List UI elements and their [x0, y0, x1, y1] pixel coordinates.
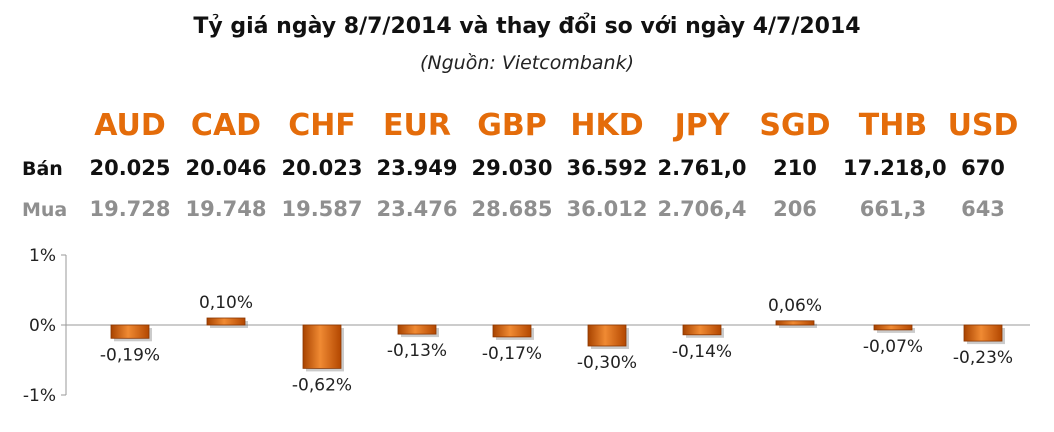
currency-buy-thb: 661,3 [859, 197, 927, 221]
data-label-jpy: -0,14% [672, 342, 732, 362]
y-tick-label: 0% [29, 316, 56, 336]
currency-code-eur: EUR [383, 108, 451, 143]
bar-hkd [587, 324, 627, 347]
currency-sell-sgd: 210 [773, 156, 817, 180]
data-label-aud: -0,19% [100, 345, 160, 365]
currency-code-sgd: SGD [759, 108, 831, 143]
y-tick-label: 1% [29, 246, 56, 266]
bar-aud [110, 324, 150, 339]
bar-thb [873, 324, 913, 331]
currency-sell-eur: 23.949 [376, 156, 458, 180]
currency-sell-hkd: 36.592 [566, 156, 648, 180]
currency-sell-thb: 17.218,0 [843, 156, 947, 180]
data-label-usd: -0,23% [953, 348, 1013, 368]
data-label-chf: -0,62% [292, 375, 352, 395]
bar-shadow [877, 328, 915, 333]
bar-jpy [682, 324, 722, 336]
currency-buy-gbp: 28.685 [471, 197, 553, 221]
currency-buy-chf: 19.587 [281, 197, 363, 221]
bar-usd [963, 324, 1003, 342]
bar-gbp [492, 324, 532, 338]
currency-sell-cad: 20.046 [185, 156, 267, 180]
currency-code-gbp: GBP [477, 108, 547, 143]
bar-chf [302, 324, 342, 369]
sell-row-label: Bán [22, 158, 63, 180]
currency-code-hkd: HKD [570, 108, 644, 143]
y-tick-label: -1% [23, 386, 56, 406]
bar-cad [206, 317, 246, 326]
currency-code-thb: THB [858, 108, 928, 143]
currency-buy-hkd: 36.012 [566, 197, 648, 221]
currency-code-chf: CHF [288, 108, 356, 143]
currency-buy-aud: 19.728 [89, 197, 171, 221]
data-label-cad: 0,10% [199, 293, 253, 313]
data-label-hkd: -0,30% [577, 353, 637, 373]
currency-buy-cad: 19.748 [185, 197, 267, 221]
currency-sell-gbp: 29.030 [471, 156, 553, 180]
currency-code-cad: CAD [190, 108, 262, 143]
data-label-thb: -0,07% [863, 337, 923, 357]
currency-sell-usd: 670 [961, 156, 1005, 180]
currency-code-usd: USD [947, 108, 1019, 143]
data-label-eur: -0,13% [387, 341, 447, 361]
currency-sell-chf: 20.023 [281, 156, 363, 180]
currency-code-jpy: JPY [674, 108, 730, 143]
currency-buy-sgd: 206 [773, 197, 817, 221]
currency-buy-eur: 23.476 [376, 197, 458, 221]
currency-buy-jpy: 2.706,4 [657, 197, 747, 221]
buy-row-label: Mua [22, 199, 68, 221]
data-label-sgd: 0,06% [768, 296, 822, 316]
data-label-gbp: -0,17% [482, 344, 542, 364]
bar-sgd [775, 320, 815, 326]
currency-sell-jpy: 2.761,0 [657, 156, 747, 180]
currency-sell-aud: 20.025 [89, 156, 171, 180]
bar-shadow [779, 323, 817, 328]
currency-code-aud: AUD [94, 108, 166, 143]
chart-title: Tỷ giá ngày 8/7/2014 và thay đổi so với … [193, 14, 861, 39]
currency-buy-usd: 643 [961, 197, 1005, 221]
bar-eur [397, 324, 437, 335]
chart-subtitle: (Nguồn: Vietcombank) [420, 52, 634, 74]
